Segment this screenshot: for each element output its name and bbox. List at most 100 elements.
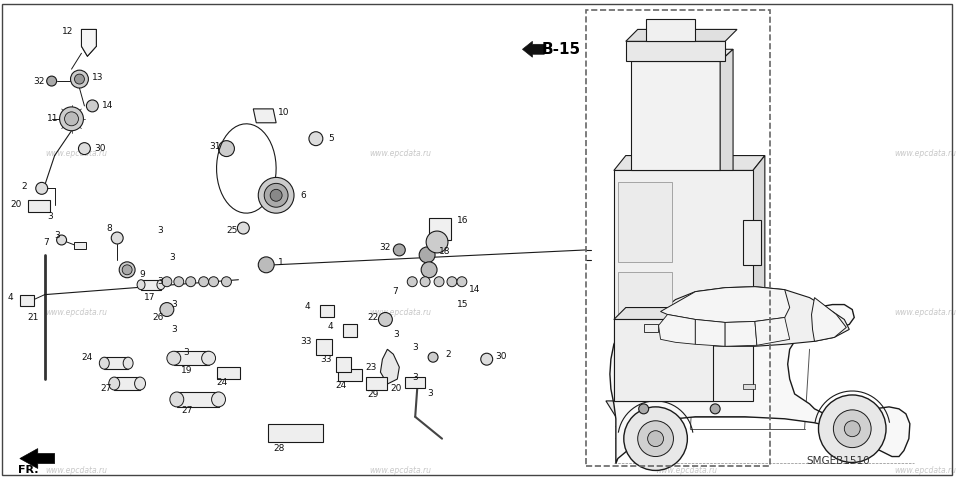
Ellipse shape bbox=[137, 280, 145, 290]
Text: 12: 12 bbox=[61, 27, 73, 36]
Text: 28: 28 bbox=[274, 444, 284, 453]
Polygon shape bbox=[755, 318, 790, 345]
Circle shape bbox=[47, 76, 57, 86]
Text: www.epcdata.ru: www.epcdata.ru bbox=[894, 308, 956, 318]
Bar bbox=[743, 384, 755, 389]
Circle shape bbox=[624, 407, 687, 470]
Text: 5: 5 bbox=[327, 134, 333, 143]
Bar bbox=[613, 171, 753, 401]
Text: 14: 14 bbox=[103, 102, 113, 110]
Text: www.epcdata.ru: www.epcdata.ru bbox=[45, 149, 108, 158]
Bar bbox=[177, 392, 219, 407]
Polygon shape bbox=[82, 29, 96, 56]
Text: 33: 33 bbox=[300, 337, 311, 346]
Text: 20: 20 bbox=[10, 200, 21, 209]
Bar bbox=[743, 220, 761, 265]
Text: 16: 16 bbox=[457, 216, 468, 225]
Ellipse shape bbox=[108, 377, 120, 390]
Text: 3: 3 bbox=[171, 325, 177, 334]
Polygon shape bbox=[613, 308, 725, 319]
Polygon shape bbox=[380, 349, 399, 384]
Ellipse shape bbox=[123, 357, 133, 369]
Text: 24: 24 bbox=[82, 353, 93, 362]
Circle shape bbox=[57, 235, 66, 245]
Circle shape bbox=[174, 277, 183, 287]
Bar bbox=[217, 367, 240, 379]
Text: 14: 14 bbox=[468, 285, 480, 294]
Text: 27: 27 bbox=[101, 385, 111, 393]
Polygon shape bbox=[660, 287, 790, 322]
Bar bbox=[626, 41, 725, 61]
Bar bbox=[316, 339, 332, 355]
Bar bbox=[618, 272, 672, 351]
Ellipse shape bbox=[170, 392, 183, 407]
Text: 6: 6 bbox=[300, 191, 305, 200]
Text: 4: 4 bbox=[8, 293, 13, 302]
Bar bbox=[268, 424, 323, 442]
Text: 32: 32 bbox=[379, 243, 391, 252]
Circle shape bbox=[208, 277, 219, 287]
Text: 7: 7 bbox=[393, 287, 398, 296]
Text: www.epcdata.ru: www.epcdata.ru bbox=[894, 149, 956, 158]
Text: 4: 4 bbox=[305, 302, 311, 311]
Bar bbox=[20, 295, 34, 306]
Text: 3: 3 bbox=[48, 212, 54, 221]
Text: 3: 3 bbox=[427, 389, 433, 399]
Bar bbox=[586, 10, 770, 467]
Polygon shape bbox=[20, 449, 55, 468]
Circle shape bbox=[421, 262, 437, 278]
Polygon shape bbox=[613, 156, 765, 171]
Polygon shape bbox=[253, 109, 276, 123]
Text: 27: 27 bbox=[181, 406, 193, 415]
Circle shape bbox=[122, 265, 132, 275]
Bar bbox=[646, 20, 695, 41]
Text: 2: 2 bbox=[445, 350, 450, 359]
Text: 11: 11 bbox=[47, 114, 59, 123]
Bar bbox=[174, 351, 208, 365]
Text: 24: 24 bbox=[336, 380, 347, 389]
Bar bbox=[105, 357, 128, 369]
Bar bbox=[618, 182, 672, 262]
Text: 13: 13 bbox=[92, 73, 104, 81]
Polygon shape bbox=[610, 305, 910, 464]
Text: www.epcdata.ru: www.epcdata.ru bbox=[45, 308, 108, 318]
Ellipse shape bbox=[167, 351, 180, 365]
Text: 29: 29 bbox=[368, 390, 379, 399]
Circle shape bbox=[75, 74, 84, 84]
Text: 24: 24 bbox=[217, 377, 228, 387]
Text: 3: 3 bbox=[412, 343, 418, 352]
Text: 23: 23 bbox=[366, 363, 377, 372]
Circle shape bbox=[258, 177, 294, 213]
Text: 1: 1 bbox=[278, 258, 284, 267]
Polygon shape bbox=[626, 29, 737, 41]
Text: SMGEB1510: SMGEB1510 bbox=[806, 456, 870, 466]
Text: www.epcdata.ru: www.epcdata.ru bbox=[656, 149, 717, 158]
Text: 2: 2 bbox=[22, 182, 28, 191]
Polygon shape bbox=[631, 49, 733, 61]
Bar bbox=[141, 280, 161, 290]
Polygon shape bbox=[695, 319, 725, 346]
Text: 17: 17 bbox=[144, 293, 156, 302]
Circle shape bbox=[710, 404, 720, 414]
Text: 3: 3 bbox=[55, 230, 60, 240]
Circle shape bbox=[457, 277, 467, 287]
Circle shape bbox=[481, 353, 492, 365]
Polygon shape bbox=[811, 297, 847, 342]
Bar bbox=[336, 357, 350, 372]
Text: 32: 32 bbox=[34, 77, 45, 86]
Bar bbox=[405, 377, 425, 388]
Text: 25: 25 bbox=[227, 226, 238, 235]
Bar bbox=[320, 305, 334, 318]
Text: 3: 3 bbox=[156, 277, 162, 286]
Text: 31: 31 bbox=[209, 142, 221, 151]
Text: B-15: B-15 bbox=[541, 42, 581, 57]
Ellipse shape bbox=[211, 392, 226, 407]
Text: 33: 33 bbox=[320, 354, 331, 364]
Circle shape bbox=[447, 277, 457, 287]
Text: www.epcdata.ru: www.epcdata.ru bbox=[656, 466, 717, 475]
Text: www.epcdata.ru: www.epcdata.ru bbox=[894, 466, 956, 475]
Text: www.epcdata.ru: www.epcdata.ru bbox=[656, 308, 717, 318]
Text: 3: 3 bbox=[156, 226, 162, 235]
Bar bbox=[613, 319, 713, 401]
Circle shape bbox=[222, 277, 231, 287]
